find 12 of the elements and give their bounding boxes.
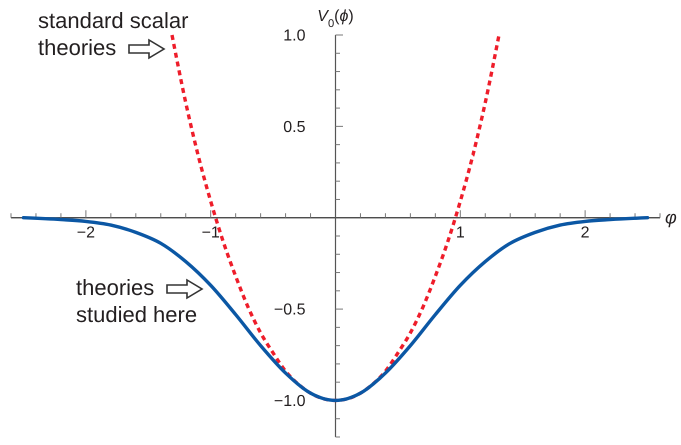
annotation: theories studied here [76,275,198,327]
y-tick-label: −0.5 [274,302,306,319]
y-tick-label: 0.5 [283,118,306,136]
annotation: standard scalar theories [38,8,188,60]
x-tick-label: −2 [76,224,96,242]
y-tick-label: 1.0 [283,28,306,45]
x-tick-label: 1 [456,224,465,242]
x-axis-title: φ [665,208,677,228]
x-tick-label: 2 [580,224,590,242]
y-tick-label: −1.0 [274,393,306,410]
x-tick-label: −1 [202,224,220,242]
y-axis-title: V$_{0}$(ϕ) [317,8,354,30]
